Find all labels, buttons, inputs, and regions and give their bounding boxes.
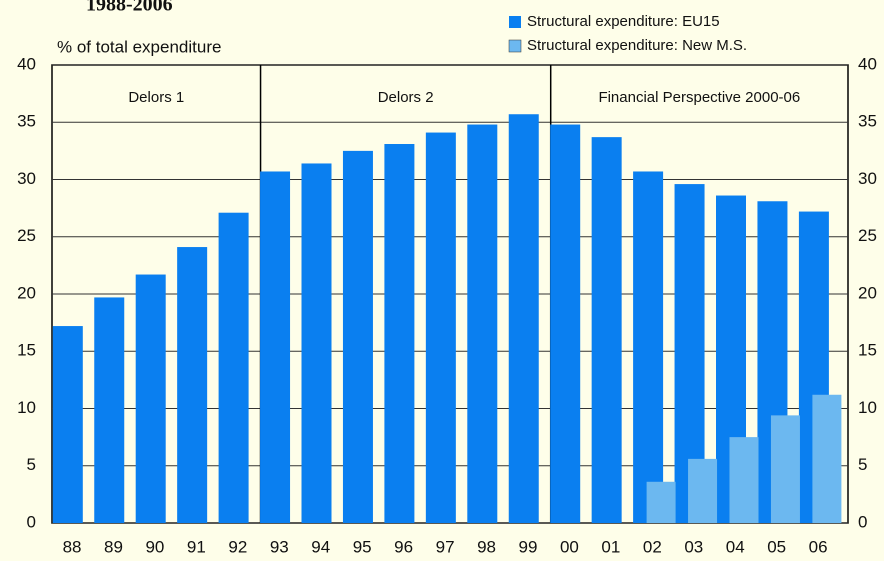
- y-tick-label: 5: [27, 455, 36, 474]
- y-tick-label: 30: [17, 169, 36, 188]
- bar: [688, 458, 718, 523]
- bar: [508, 114, 539, 524]
- y2-tick-label: 15: [858, 341, 877, 360]
- legend-swatch: [509, 16, 521, 28]
- y2-tick-label: 5: [858, 455, 867, 474]
- x-tick-label: 01: [601, 537, 620, 556]
- y-axis-label: % of total expenditure: [57, 37, 221, 56]
- x-tick-label: 04: [726, 537, 745, 556]
- legend-swatch: [508, 39, 522, 53]
- y2-tick-label: 20: [858, 283, 877, 302]
- y-tick-label: 40: [17, 54, 36, 73]
- x-tick-label: 91: [187, 537, 206, 556]
- x-tick-label: 05: [767, 537, 786, 556]
- bar: [591, 137, 622, 523]
- period-label: Delors 1: [128, 89, 184, 106]
- x-tick-label: 02: [643, 537, 662, 556]
- y-tick-label: 35: [17, 112, 36, 131]
- bar: [260, 171, 291, 524]
- x-tick-label: 94: [311, 537, 330, 556]
- x-tick-label: 98: [477, 537, 496, 556]
- y-tick-label: 0: [27, 512, 36, 531]
- bar: [384, 144, 415, 523]
- bar: [812, 394, 842, 523]
- bar: [177, 247, 208, 523]
- bar: [301, 163, 332, 523]
- legend-label: Structural expenditure: EU15: [527, 13, 720, 30]
- bar: [218, 212, 249, 523]
- y2-tick-label: 10: [858, 398, 877, 417]
- bar: [467, 124, 498, 523]
- y2-tick-label: 25: [858, 226, 877, 245]
- x-tick-label: 92: [228, 537, 247, 556]
- x-tick-label: 00: [560, 537, 579, 556]
- x-tick-label: 95: [353, 537, 372, 556]
- x-tick-label: 06: [809, 537, 828, 556]
- y-tick-label: 25: [17, 226, 36, 245]
- period-label: Financial Perspective 2000-06: [598, 89, 800, 106]
- y2-tick-label: 40: [858, 54, 877, 73]
- x-tick-label: 97: [436, 537, 455, 556]
- bar: [729, 437, 759, 523]
- y2-tick-label: 30: [858, 169, 877, 188]
- y-tick-label: 15: [17, 341, 36, 360]
- x-tick-label: 93: [270, 537, 289, 556]
- bar: [52, 326, 83, 523]
- bar: [550, 124, 581, 523]
- y-tick-label: 10: [17, 398, 36, 417]
- bar: [135, 274, 166, 523]
- chart-title: 1988-2006: [86, 0, 173, 16]
- bar: [425, 132, 456, 523]
- x-tick-label: 96: [394, 537, 413, 556]
- x-tick-label: 99: [519, 537, 538, 556]
- legend-label: Structural expenditure: New M.S.: [527, 37, 747, 54]
- period-label: Delors 2: [378, 89, 434, 106]
- bar: [646, 481, 676, 523]
- x-tick-label: 88: [63, 537, 82, 556]
- x-tick-label: 89: [104, 537, 123, 556]
- bar: [770, 415, 800, 523]
- y2-tick-label: 35: [858, 112, 877, 131]
- bar: [94, 297, 125, 523]
- y-tick-label: 20: [17, 283, 36, 302]
- x-tick-label: 90: [145, 537, 164, 556]
- x-tick-label: 03: [684, 537, 703, 556]
- y2-tick-label: 0: [858, 512, 867, 531]
- bar: [633, 171, 664, 524]
- bar: [342, 150, 373, 523]
